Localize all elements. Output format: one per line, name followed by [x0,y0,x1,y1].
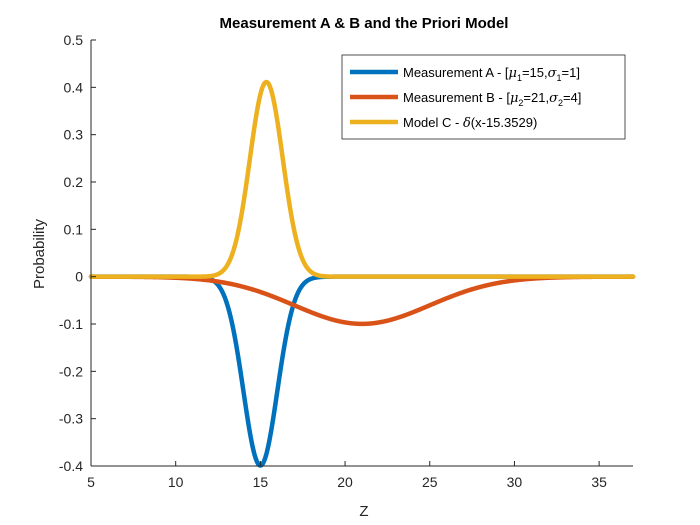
legend-entry-2: Measurement B - [μ2=21,σ2=4] [403,90,581,108]
y-tick-label: 0 [75,269,83,285]
chart-title: Measurement A & B and the Priori Model [220,15,509,32]
axes: 5 10 15 20 25 30 35 -0.4 -0.3 -0.2 -0.1 0 0.1 0.2 0.3 0… [59,32,633,490]
y-tick-label: -0.3 [59,411,83,427]
y-tick-label: 0.2 [64,174,84,190]
x-tick-label: 25 [422,474,438,490]
x-tick-label: 15 [253,474,269,490]
y-tick-label: 0.3 [64,127,84,143]
y-tick-label: 0.1 [64,221,84,237]
y-tick-label: -0.2 [59,363,83,379]
legend-entry-1: Measurement A - [μ1=15,σ1=1] [403,65,580,83]
legend: Measurement A - [μ1=15,σ1=1] Measurement … [341,54,626,140]
y-tick-label: -0.4 [59,458,83,474]
x-tick-label: 30 [507,474,523,490]
y-tick-label: 0.4 [64,79,84,95]
x-tick-label: 20 [337,474,353,490]
y-tick-label: -0.1 [59,316,83,332]
legend-entry-3: Model C - δ(x-15.3529) [403,115,537,131]
y-tick-label: 0.5 [64,32,84,48]
y-axis-label: Probability [31,218,48,289]
x-tick-label: 10 [168,474,184,490]
x-tick-label: 35 [591,474,607,490]
x-axis-label: Z [359,503,368,520]
x-tick-label: 5 [87,474,95,490]
series-line-3 [88,79,636,279]
